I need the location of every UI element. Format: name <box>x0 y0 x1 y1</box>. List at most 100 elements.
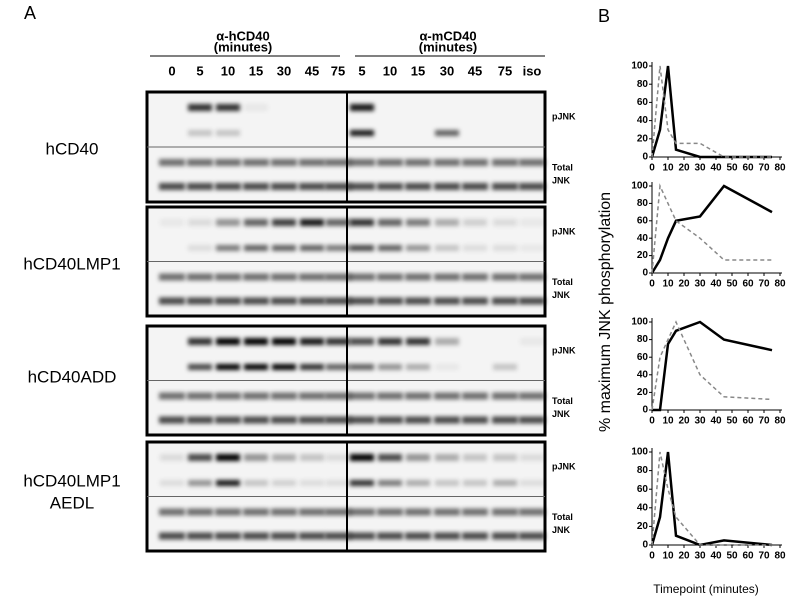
y-tick-label: 20 <box>637 133 649 144</box>
lane-label: 30 <box>440 63 454 78</box>
band <box>377 508 403 516</box>
band <box>493 245 517 251</box>
band <box>435 454 459 461</box>
band <box>434 297 460 305</box>
lane-label: 10 <box>221 63 235 78</box>
band <box>350 245 374 251</box>
band <box>300 219 324 226</box>
band <box>160 454 184 461</box>
band <box>463 104 487 111</box>
band <box>462 273 488 281</box>
x-tick-label: 60 <box>742 416 754 427</box>
band <box>244 245 268 251</box>
x-tick-label: 60 <box>742 279 754 290</box>
band <box>519 532 545 540</box>
band <box>406 454 430 461</box>
band <box>493 130 517 136</box>
band <box>462 159 488 166</box>
band <box>188 338 212 345</box>
band <box>299 159 325 166</box>
band <box>350 364 374 370</box>
band <box>462 508 488 516</box>
band <box>434 183 460 190</box>
band <box>159 392 185 400</box>
band <box>216 219 240 226</box>
band <box>300 104 324 111</box>
band <box>215 508 241 516</box>
band <box>215 273 241 281</box>
line-series <box>650 65 772 159</box>
y-tick-label: 20 <box>637 250 649 261</box>
band <box>492 416 518 424</box>
band <box>159 416 185 424</box>
band <box>405 532 431 540</box>
band <box>349 297 375 305</box>
unit: (minutes) <box>419 39 478 54</box>
y-tick-label: 80 <box>637 79 649 90</box>
lane-label: 15 <box>249 63 263 78</box>
band <box>271 183 297 190</box>
band <box>216 364 240 370</box>
band <box>435 130 459 136</box>
band <box>272 104 296 111</box>
band <box>243 297 269 305</box>
band <box>350 454 374 461</box>
x-tick-label: 50 <box>726 551 738 562</box>
y-tick-label: 100 <box>631 61 648 72</box>
band <box>243 392 269 400</box>
band <box>244 130 268 136</box>
band-label: JNK <box>552 409 571 419</box>
band <box>492 532 518 540</box>
band <box>299 183 325 190</box>
band <box>463 338 487 345</box>
band-label: JNK <box>552 290 571 300</box>
band-label: Total <box>552 277 573 287</box>
band <box>349 508 375 516</box>
band <box>463 245 487 251</box>
row-label: hCD40LMP1 <box>23 471 120 490</box>
y-tick-label: 60 <box>637 215 649 226</box>
lane-label: 30 <box>277 63 291 78</box>
band <box>299 532 325 540</box>
band <box>493 454 517 461</box>
band <box>378 338 402 345</box>
band <box>492 392 518 400</box>
x-tick-label: 10 <box>662 279 674 290</box>
band <box>378 104 402 111</box>
band <box>188 104 212 111</box>
band-label: pJNK <box>552 226 576 236</box>
band <box>326 480 350 486</box>
band <box>378 219 402 226</box>
x-tick-label: 30 <box>694 163 706 174</box>
band <box>519 183 545 190</box>
x-tick-label: 20 <box>678 551 690 562</box>
band <box>492 273 518 281</box>
band <box>326 338 350 345</box>
band <box>492 508 518 516</box>
band <box>520 364 544 370</box>
band <box>349 159 375 166</box>
band <box>159 297 185 305</box>
band <box>434 532 460 540</box>
band <box>435 364 459 370</box>
band <box>325 508 351 516</box>
row-label: hCD40 <box>46 139 99 158</box>
x-tick-label: 30 <box>694 416 706 427</box>
band <box>271 416 297 424</box>
lane-label: 75 <box>331 63 345 78</box>
band <box>520 454 544 461</box>
lane-label: 0 <box>168 63 175 78</box>
row-label: AEDL <box>50 493 94 512</box>
band <box>300 130 324 136</box>
y-tick-label: 40 <box>637 502 649 513</box>
band <box>325 392 351 400</box>
band <box>188 219 212 226</box>
band <box>405 297 431 305</box>
band-label: Total <box>552 512 573 522</box>
line-series <box>651 65 772 158</box>
band <box>349 183 375 190</box>
band <box>325 273 351 281</box>
band <box>299 416 325 424</box>
band <box>159 532 185 540</box>
band <box>406 480 430 486</box>
